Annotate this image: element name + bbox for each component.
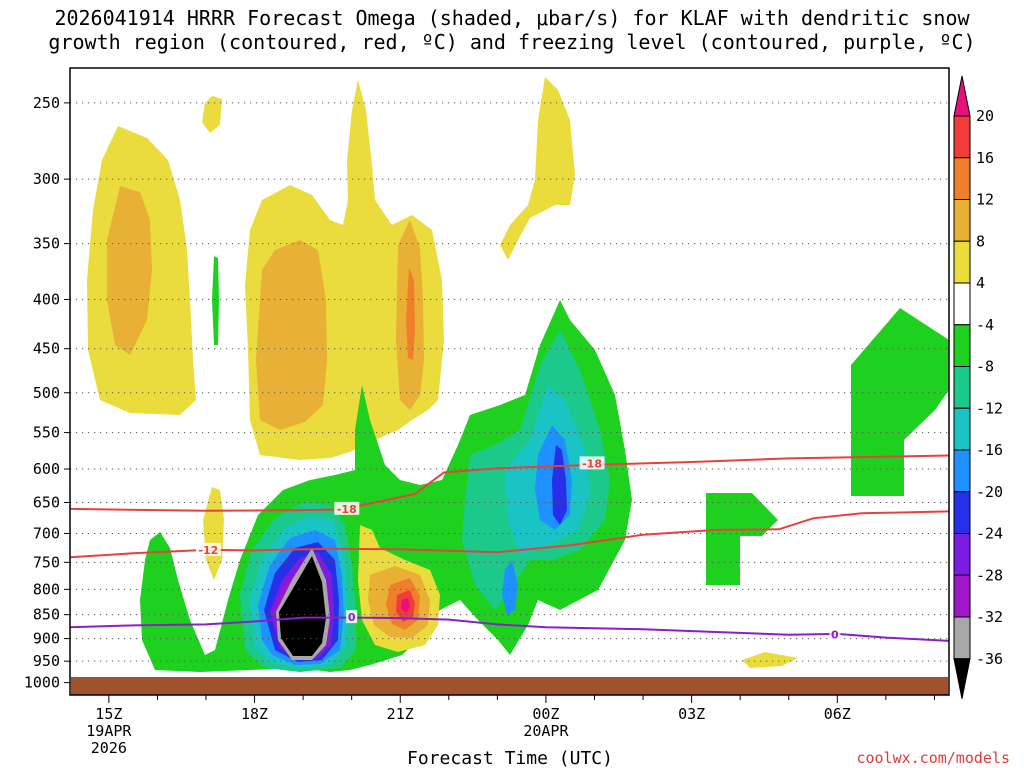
colorbar-segment [953,616,971,660]
omega-orange-region [107,186,152,355]
y-tick-label: 500 [33,384,60,402]
omega-green-region [212,256,219,345]
omega-yellow-region [742,652,798,668]
colorbar-segment [953,240,971,284]
contour-label: 0 [348,611,356,624]
colorbar-segment [953,658,971,699]
x-tick-sublabel: 2026 [91,739,127,757]
chart-title-line1: 2026041914 HRRR Forecast Omega (shaded, … [54,6,970,30]
credit-text: coolwx.com/models [856,749,1010,767]
chart-title-line2: growth region (contoured, red, ºC) and f… [48,30,976,54]
colorbar-label: -20 [976,483,1003,501]
x-tick-sublabel: 19APR [86,722,132,740]
omega-black-region [279,556,326,656]
colorbar-segment [953,449,971,493]
colorbar-label: -8 [976,358,994,376]
y-tick-label: 900 [33,630,60,648]
dgz-contour [70,454,949,512]
temperature-contours: -18 -18 -12 0 0 [70,454,949,642]
contour-label: -18 [582,457,602,470]
colorbar-label: -32 [976,608,1003,626]
omega-orange-region [256,240,327,430]
colorbar-label: 16 [976,149,994,167]
y-tick-label: 300 [33,170,60,188]
x-tick-label: 06Z [824,705,851,723]
pressure-axis: 250 300 350 400 450 500 550 600 650 700 750 800 850 9… [24,94,70,692]
omega-blue-region [502,560,518,615]
colorbar-segment [953,366,971,409]
colorbar-label: -24 [976,525,1003,543]
colorbar-label: -12 [976,399,1003,417]
y-tick-label: 750 [33,553,60,571]
plot-frame [69,67,950,696]
y-tick-label: 850 [33,606,60,624]
omega-shading [87,77,949,672]
contour-label: -12 [198,544,218,557]
colorbar-segment [953,324,971,367]
surface-ground-band [71,677,948,695]
omega-yellow-region [500,77,575,260]
x-tick-sublabel: 20APR [523,722,569,740]
colorbar-label: -16 [976,441,1003,459]
y-tick-label: 400 [33,290,60,308]
y-tick-label: 350 [33,235,60,253]
x-tick-label: 03Z [678,705,705,723]
colorbar-label: 20 [976,107,994,125]
colorbar-segment [953,574,971,618]
colorbar-label: 4 [976,274,985,292]
chart-title: 2026041914 HRRR Forecast Omega (shaded, … [0,6,1024,54]
x-tick-label: 18Z [241,705,268,723]
contour-label: 0 [831,628,839,641]
contour-label-bg [829,627,841,641]
contour-label-bg [195,542,221,556]
y-tick-label: 1000 [24,674,60,692]
colorbar-segment [953,199,971,242]
colorbar-segment [953,75,971,117]
colorbar: 20 16 12 8 4 -4 -8 -12 -16 -20 -24 -28 -32 -36 [953,75,1003,699]
colorbar-label: -4 [976,316,994,334]
omega-green-region [851,308,949,496]
y-tick-label: 950 [33,652,60,670]
y-tick-label: 250 [33,94,60,112]
y-tick-label: 550 [33,424,60,442]
omega-pink-region [401,598,410,613]
omega-yellow-region [202,96,222,133]
colorbar-label: -28 [976,566,1003,584]
y-tick-label: 450 [33,340,60,358]
y-tick-label: 600 [33,460,60,478]
y-tick-label: 650 [33,493,60,511]
colorbar-label: 8 [976,232,985,250]
x-tick-label: 00Z [532,705,559,723]
freezing-level-contour [70,616,949,642]
x-tick-label: 15Z [95,705,122,723]
omega-green-region [706,493,778,585]
contour-label-bg [579,456,605,470]
colorbar-label: 12 [976,191,994,209]
x-axis-title: Forecast Time (UTC) [407,748,613,768]
omega-deep-orange-region [406,268,415,360]
colorbar-segment [953,491,971,534]
colorbar-label: -36 [976,650,1003,668]
colorbar-segment [953,115,971,159]
colorbar-segment [953,533,971,576]
contour-label-bg [334,501,360,515]
contour-label-bg [346,610,358,624]
colorbar-segment [953,407,971,451]
contour-label: -18 [337,503,357,516]
colorbar-segment [953,157,971,200]
pressure-gridlines [70,102,949,684]
y-tick-label: 700 [33,524,60,542]
x-tick-label: 21Z [387,705,414,723]
y-tick-label: 800 [33,580,60,598]
colorbar-segment [953,282,971,326]
